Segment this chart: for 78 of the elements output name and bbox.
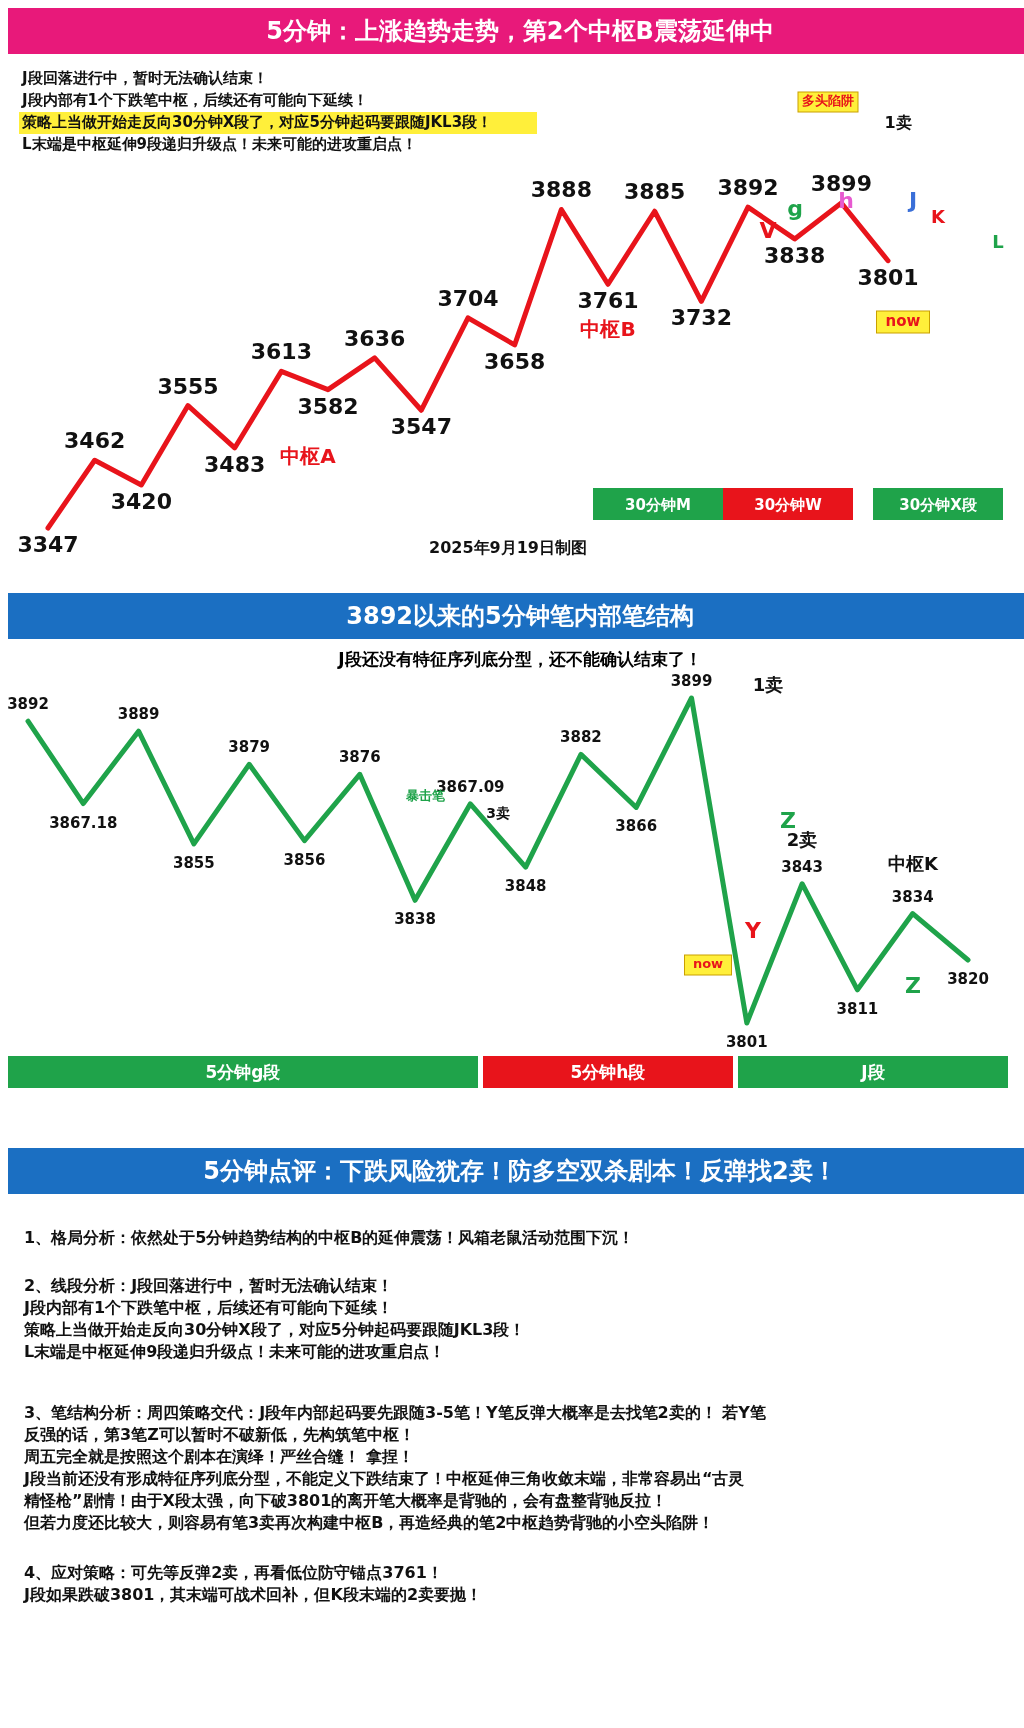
text: 周五完全就是按照这个剧本在演绎！严丝合缝！ 拿捏！ <box>23 1447 414 1466</box>
text: J段如果跌破3801，其末端可战术回补，但K段末端的2卖要抛！ <box>23 1585 483 1604</box>
annotation: 30分钟W <box>754 496 823 514</box>
text: L末端是中枢延伸9段递归升级点！未来可能的进攻重启点！ <box>22 135 417 153</box>
text: 5分钟点评：下跌风险犹存！防多空双杀剧本！反弹找2卖！ <box>203 1157 837 1185</box>
text: 精怪枪”剧情！由于X段太强，向下破3801的离开笔大概率是背驰的，会有盘整背驰反拉！ <box>23 1491 668 1510</box>
data-label: 3866 <box>615 817 658 836</box>
annotation: Z <box>905 973 921 998</box>
data-label: 3876 <box>338 748 381 767</box>
text: L末端是中枢延伸9段递归升级点！未来可能的进攻重启点！ <box>24 1342 446 1361</box>
text: 5分钟g段 <box>205 1062 282 1082</box>
annotation: Y <box>744 918 763 943</box>
text: 2、线段分析：J段回落进行中，暂时无法确认结束！ <box>24 1276 394 1295</box>
data-label: 3856 <box>283 850 326 869</box>
data-label: 3636 <box>344 325 406 351</box>
data-label: 3801 <box>857 264 919 290</box>
text: 2025年9月19日制图 <box>429 538 587 557</box>
data-label: 3613 <box>250 339 312 365</box>
data-label: 3867.18 <box>49 813 118 832</box>
text: 反强的话，第3笔Z可以暂时不破新低，先构筑笔中枢！ <box>23 1425 415 1444</box>
data-label: 3855 <box>173 853 215 872</box>
text: 但若力度还比较大，则容易有笔3卖再次构建中枢B，再造经典的笔2中枢趋势背驰的小空头陷阱！ <box>23 1513 715 1532</box>
annotation: 中枢A <box>280 444 337 468</box>
text: J段内部有1个下跌笔中枢，后续还有可能向下延续！ <box>21 91 369 109</box>
data-label: 3892 <box>717 175 779 201</box>
data-label: 3732 <box>670 305 732 331</box>
chart-title: 3892以来的5分钟笔内部笔结构 <box>346 602 694 630</box>
text: 5分钟h段 <box>570 1062 647 1082</box>
data-label: 3879 <box>228 738 271 757</box>
chart-subtitle: J段还没有特征序列底分型，还不能确认结束了！ <box>337 649 702 669</box>
data-label: 3834 <box>891 887 934 906</box>
data-label: 3885 <box>624 179 686 205</box>
data-label: 3811 <box>836 999 879 1018</box>
text: 多头陷阱 <box>802 93 854 108</box>
data-label: 3888 <box>530 177 592 203</box>
text: J段 <box>860 1062 886 1082</box>
data-label: 3838 <box>394 910 436 929</box>
annotation: now <box>692 956 724 971</box>
annotation: g <box>787 196 803 221</box>
text: L <box>992 231 1004 252</box>
data-label: 3848 <box>504 877 547 896</box>
text: 策略上当做开始走反向30分钟X段了，对应5分钟起码要跟随JKL3段！ <box>23 1320 526 1339</box>
annotation: 中枢B <box>580 317 636 341</box>
annotation: 30分钟X段 <box>899 496 978 514</box>
data-label: 3462 <box>64 428 126 454</box>
data-label: 3889 <box>117 705 160 724</box>
data-label: 3761 <box>577 288 639 314</box>
text: K <box>931 206 947 227</box>
data-label: 3658 <box>484 348 546 374</box>
data-label: 3820 <box>947 969 989 988</box>
text: 策略上当做开始走反向30分钟X段了，对应5分钟起码要跟随JKL3段！ <box>21 113 493 131</box>
data-label: 3483 <box>204 451 266 477</box>
annotation: now <box>885 312 921 330</box>
data-label: 3555 <box>157 373 219 399</box>
text: 1卖 <box>752 674 784 695</box>
data-label: 3420 <box>110 489 172 515</box>
text: J段回落进行中，暂时无法确认结束！ <box>21 69 268 87</box>
data-label: 3801 <box>725 1033 768 1051</box>
data-label: 3899 <box>670 672 713 690</box>
text: 3、笔结构分析：周四策略交代：J段年内部起码要先跟随3-5笔！Y笔反弹大概率是去找笔2卖的！ 若Y笔 <box>24 1403 767 1422</box>
text: 4、应对策略：可先等反弹2卖，再看低位防守锚点3761！ <box>24 1563 443 1582</box>
annotation: 30分钟M <box>625 496 691 514</box>
data-label: 3347 <box>17 532 79 557</box>
chart-title: 5分钟：上涨趋势走势，第2个中枢B震荡延伸中 <box>266 17 774 45</box>
annotation: 3卖 <box>486 805 510 821</box>
text: J段内部有1个下跌笔中枢，后续还有可能向下延续！ <box>23 1298 394 1317</box>
data-label: 3892 <box>7 695 49 714</box>
data-label: 3882 <box>560 728 602 747</box>
text: 1、格局分析：依然处于5分钟趋势结构的中枢B的延伸震荡！风箱老鼠活动范围下沉！ <box>24 1228 635 1247</box>
data-label: 3838 <box>764 242 826 268</box>
data-label: 3582 <box>297 393 359 419</box>
annotation: J <box>906 188 918 213</box>
data-label: 3704 <box>437 285 499 311</box>
annotation: 中枢K <box>888 853 940 874</box>
data-label: 3547 <box>390 414 452 440</box>
data-label: 3843 <box>781 857 823 876</box>
text: 1卖 <box>884 113 912 132</box>
text: J段当前还没有形成特征序列底分型，不能定义下跌结束了！中枢延伸三角收敛末端，非常容易出“古灵 <box>23 1469 745 1488</box>
